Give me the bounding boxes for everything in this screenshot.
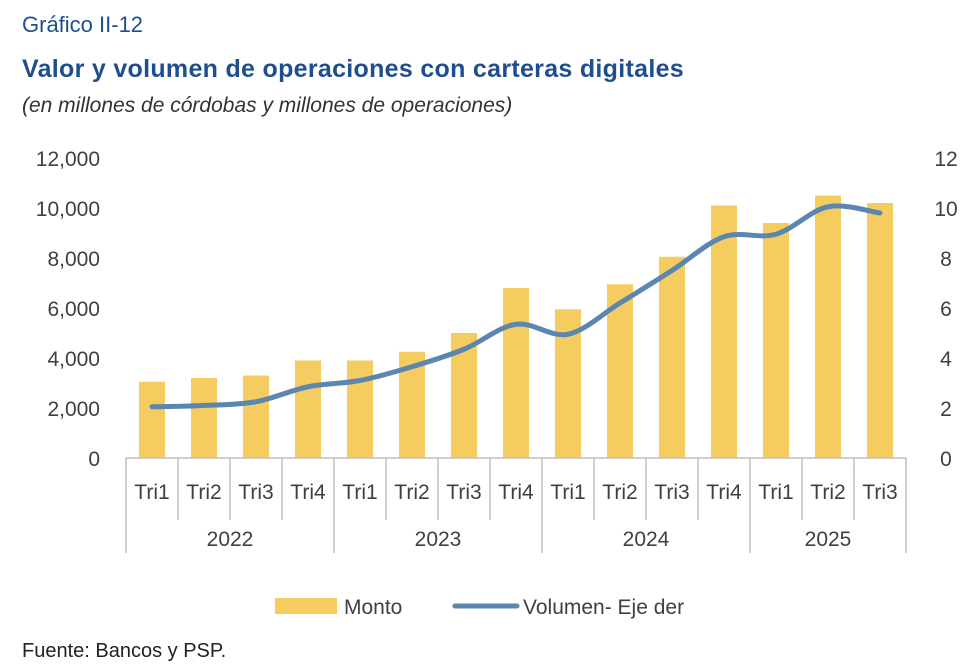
y-right-tick-label: 10 — [934, 198, 957, 221]
y-right-tick-label: 4 — [940, 348, 952, 371]
x-axis — [125, 457, 907, 553]
y-right-tick-label: 2 — [940, 398, 952, 421]
x-tick-label: Tri1 — [342, 481, 377, 504]
chart-subtitle: (en millones de córdobas y millones de o… — [22, 94, 513, 117]
x-tick-label: Tri4 — [706, 481, 742, 504]
y-left-tick-label: 12,000 — [36, 148, 100, 171]
x-tick-label: Tri3 — [238, 481, 273, 504]
x-tick-label: Tri2 — [602, 481, 637, 504]
chart-label: Gráfico II-12 — [22, 12, 144, 37]
x-group-label: 2022 — [207, 528, 254, 551]
bar — [191, 378, 217, 458]
y-left-tick-label: 10,000 — [36, 198, 100, 221]
x-tick-label: Tri1 — [758, 481, 793, 504]
bar — [243, 375, 269, 458]
bar — [139, 381, 165, 458]
source-note: Fuente: Bancos y PSP. — [22, 640, 227, 662]
legend-swatch-monto — [275, 598, 337, 614]
bar — [763, 223, 789, 458]
x-axis-categories: Tri1 Tri2 Tri3 Tri4 Tri1 Tri2 Tri3 Tri4 Tri1 Tri2… — [134, 481, 897, 504]
y-right-tick-label: 6 — [940, 298, 952, 321]
bar — [347, 360, 373, 458]
x-group-label: 2025 — [805, 528, 852, 551]
x-tick-label: Tri1 — [134, 481, 169, 504]
x-tick-label: Tri3 — [862, 481, 897, 504]
y-right-tick-label: 8 — [940, 248, 952, 271]
line-series-volumen — [149, 203, 883, 410]
y-left-tick-label: 6,000 — [47, 298, 100, 321]
bar — [659, 256, 685, 458]
bar — [815, 195, 841, 458]
x-tick-label: Tri2 — [810, 481, 845, 504]
x-tick-label: Tri3 — [446, 481, 481, 504]
x-tick-label: Tri4 — [498, 481, 534, 504]
bar — [607, 284, 633, 458]
x-tick-label: Tri3 — [654, 481, 689, 504]
y-axis-right: 0 2 4 6 8 10 12 — [934, 148, 957, 471]
y-right-tick-label: 12 — [934, 148, 957, 171]
x-tick-label: Tri1 — [550, 481, 585, 504]
x-group-label: 2023 — [415, 528, 462, 551]
x-tick-label: Tri2 — [186, 481, 221, 504]
bar — [503, 288, 529, 458]
legend-label-volumen: Volumen- Eje der — [523, 596, 684, 619]
volumen-line — [149, 203, 883, 410]
x-tick-label: Tri4 — [290, 481, 326, 504]
chart-title: Valor y volumen de operaciones con carte… — [22, 55, 684, 83]
legend-label-monto: Monto — [344, 596, 402, 619]
x-tick-label: Tri2 — [394, 481, 429, 504]
x-axis-years: 2022 2023 2024 2025 — [207, 528, 852, 551]
legend: Monto Volumen- Eje der — [275, 596, 684, 619]
y-left-tick-label: 8,000 — [47, 248, 100, 271]
bar — [711, 205, 737, 458]
y-left-tick-label: 4,000 — [47, 348, 100, 371]
y-right-tick-label: 0 — [940, 448, 952, 471]
y-axis-left: 0 2,000 4,000 6,000 8,000 10,000 12,000 — [36, 148, 100, 471]
bar — [295, 360, 321, 458]
y-left-tick-label: 2,000 — [47, 398, 100, 421]
bar — [867, 203, 893, 458]
y-left-tick-label: 0 — [88, 448, 100, 471]
x-group-label: 2024 — [623, 528, 670, 551]
